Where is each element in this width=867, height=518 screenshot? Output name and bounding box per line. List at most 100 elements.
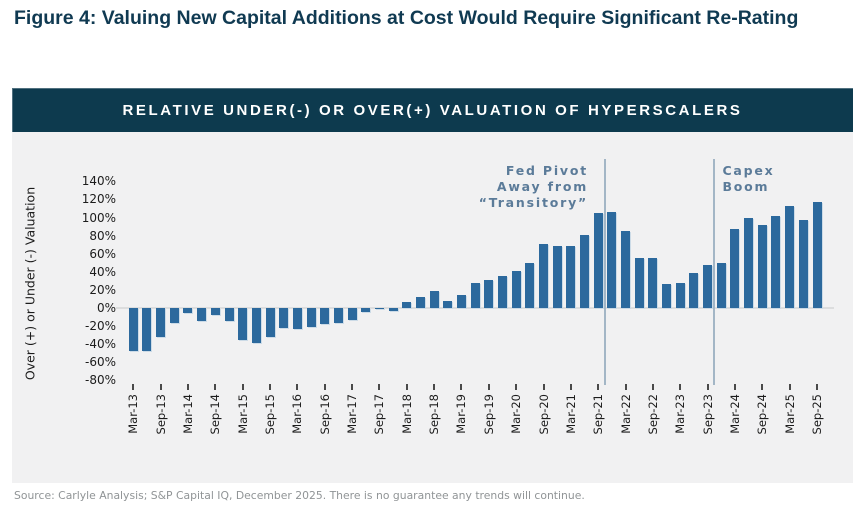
bar <box>689 272 699 308</box>
x-axis-tick <box>624 384 627 390</box>
x-axis-tick <box>761 384 764 390</box>
bar <box>210 308 220 316</box>
x-axis-tick-label: Sep-20 <box>536 394 551 435</box>
x-axis-tick-label: Mar-22 <box>618 394 633 434</box>
bar <box>580 234 590 308</box>
x-axis-tick <box>706 384 709 390</box>
x-axis-tick <box>296 384 299 390</box>
bar <box>183 308 193 314</box>
x-axis-tick <box>460 384 463 390</box>
x-axis-tick-label: Mar-24 <box>727 394 742 434</box>
x-axis-tick-label: Mar-23 <box>673 394 688 434</box>
x-axis-tick <box>542 384 545 390</box>
x-axis-tick-label: Mar-14 <box>180 394 195 434</box>
bar <box>374 308 384 309</box>
source-note: Source: Carlyle Analysis; S&P Capital IQ… <box>14 489 585 502</box>
y-axis-tick-label: 20% <box>89 282 116 297</box>
bar <box>497 276 507 308</box>
x-axis-tick-label: Sep-19 <box>481 394 496 435</box>
bar <box>539 243 549 308</box>
x-axis-tick <box>515 384 518 390</box>
x-axis-tick <box>405 384 408 390</box>
y-axis-tick-label: 0% <box>96 301 116 315</box>
x-axis-tick-label: Mar-20 <box>509 394 524 434</box>
bar <box>798 220 808 308</box>
chart-area: Over (+) or Under (-) Valuation 140% 120%… <box>12 132 853 483</box>
bar <box>607 212 617 308</box>
bar <box>456 295 466 308</box>
x-axis-tick-label: Mar-15 <box>235 394 250 434</box>
capex-boom-marker-line <box>713 159 716 385</box>
x-axis-tick <box>241 384 244 390</box>
fed-pivot-annotation: Fed Pivot Away from “Transitory” <box>478 163 589 210</box>
bar <box>757 224 767 308</box>
y-axis-tick-label: -60% <box>84 355 116 370</box>
x-axis-tick-label: Mar-25 <box>782 394 797 434</box>
x-axis-tick-label: Mar-17 <box>345 394 360 434</box>
bar <box>251 308 261 344</box>
y-axis-tick-label: -80% <box>84 373 116 388</box>
bar <box>593 212 603 308</box>
bar <box>402 301 412 308</box>
bar <box>169 308 179 324</box>
y-axis-tick-label: -20% <box>84 319 116 334</box>
x-axis-tick <box>269 384 272 390</box>
bar <box>279 308 289 328</box>
bar <box>634 258 644 308</box>
x-axis-tick <box>214 384 217 390</box>
bar <box>224 308 234 321</box>
y-axis-tick-label: -40% <box>84 337 116 352</box>
bar <box>785 205 795 308</box>
bar <box>566 245 576 308</box>
bar <box>511 270 521 308</box>
bar <box>730 229 740 308</box>
capex-boom-annotation: Capex Boom <box>722 163 775 194</box>
fed-pivot-marker-line <box>604 159 607 385</box>
x-axis-tick-label: Sep-16 <box>317 394 332 435</box>
bar <box>525 262 535 308</box>
bar <box>388 308 398 311</box>
y-axis-tick-label: 140% <box>81 174 116 189</box>
bar <box>142 308 152 351</box>
bar <box>333 308 343 324</box>
x-axis-tick <box>378 384 381 390</box>
x-axis-tick-label: Sep-15 <box>263 394 278 435</box>
bar <box>552 246 562 308</box>
bar <box>771 215 781 308</box>
bar <box>306 308 316 327</box>
x-axis-tick-label: Sep-13 <box>153 394 168 435</box>
chart-title-banner: RELATIVE UNDER(-) OR OVER(+) VALUATION O… <box>12 88 853 132</box>
x-axis-tick <box>597 384 600 390</box>
x-axis-tick <box>186 384 189 390</box>
bar <box>716 262 726 308</box>
x-axis-tick-label: Sep-21 <box>591 394 606 435</box>
zero-baseline <box>116 307 834 309</box>
y-axis-title: Over (+) or Under (-) Valuation <box>22 186 38 381</box>
x-axis-tick-label: Mar-16 <box>290 394 305 434</box>
x-axis-tick <box>433 384 436 390</box>
x-axis-tick <box>569 384 572 390</box>
x-axis-tick <box>351 384 354 390</box>
bar <box>156 308 166 337</box>
x-axis-tick-label: Sep-17 <box>372 394 387 435</box>
x-axis-tick <box>679 384 682 390</box>
chart-title: RELATIVE UNDER(-) OR OVER(+) VALUATION O… <box>122 101 743 119</box>
bar <box>470 282 480 308</box>
y-axis-tick-label: 100% <box>81 210 116 225</box>
x-axis-tick-label: Mar-21 <box>563 394 578 434</box>
bar <box>744 217 754 308</box>
y-axis-tick-label: 40% <box>89 264 116 279</box>
figure-title: Figure 4: Valuing New Capital Additions … <box>14 7 799 29</box>
bar <box>361 308 371 312</box>
bar <box>265 308 275 337</box>
bar <box>812 202 822 308</box>
bar <box>347 308 357 320</box>
bar <box>662 284 672 308</box>
x-axis-tick-label: Mar-18 <box>399 394 414 434</box>
x-axis-tick <box>651 384 654 390</box>
bar <box>320 308 330 325</box>
x-axis-tick-label: Sep-22 <box>645 394 660 435</box>
y-axis-tick-label: 60% <box>89 246 116 261</box>
bar <box>197 308 207 321</box>
